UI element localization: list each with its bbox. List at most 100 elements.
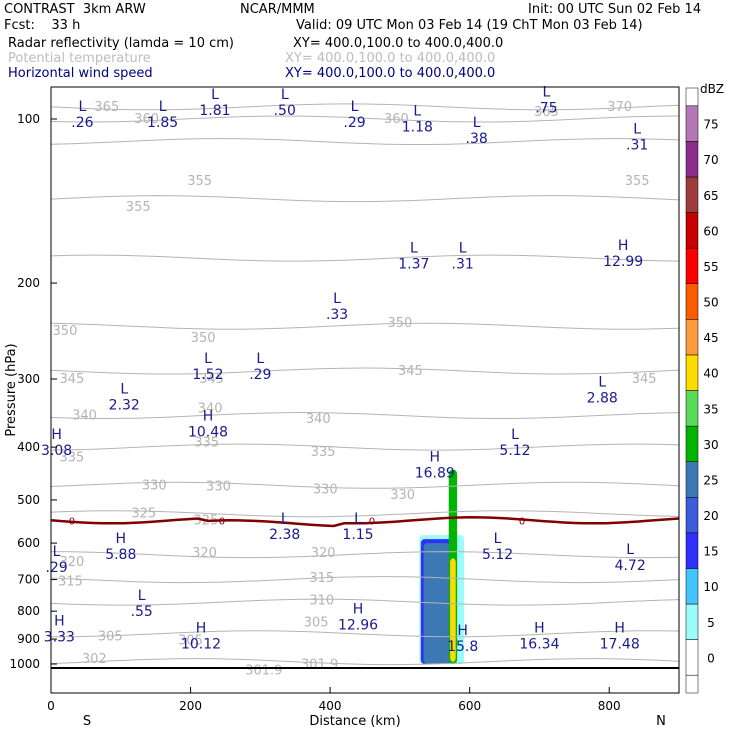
colorbar-tick-label: 60 (703, 224, 718, 238)
reflectivity-core (423, 543, 451, 664)
wind-speed-value: 4.72 (615, 558, 646, 574)
wind-speed-value: .31 (452, 257, 474, 273)
theta-contour-label: 305 (98, 629, 123, 644)
wind-speed-value: 2.38 (269, 527, 300, 543)
wind-speed-value: 2.88 (587, 390, 618, 406)
wind-speed-value: .29 (45, 560, 67, 576)
wind-extremum-marker: H (203, 409, 214, 425)
colorbar-swatch (685, 497, 699, 534)
wind-extremum-marker: L (410, 241, 418, 257)
wind-speed-value: .33 (326, 307, 348, 323)
reflectivity-layer (419, 469, 465, 664)
wind-speed-value: 12.99 (603, 254, 643, 270)
x-axis-label: Distance (km) (309, 714, 400, 729)
x-end-label-south: S (83, 714, 91, 729)
wind-speed-value: .31 (626, 138, 648, 154)
theta-contour-label: 345 (60, 372, 85, 387)
wind-speed-value: .55 (131, 604, 153, 620)
colorbar-tick-label: 50 (703, 296, 718, 310)
y-tick-label: 400 (17, 440, 40, 454)
freezing-level-line (50, 516, 680, 528)
y-tick-label: 600 (17, 536, 40, 550)
colorbar-tick-label: 65 (703, 189, 718, 203)
theta-contour-label: 340 (72, 409, 97, 424)
x-tick-label: 400 (319, 699, 342, 713)
colorbar-tick-label: 20 (703, 509, 718, 523)
wind-speed-value: 16.34 (519, 636, 559, 652)
y-tick-label: 900 (17, 632, 40, 646)
theta-contour-label: 330 (142, 478, 167, 493)
colorbar-tick-label: 40 (703, 367, 718, 381)
wind-speed-value: 1.52 (192, 367, 223, 383)
colorbar-tick-label: 0 (707, 651, 715, 665)
wind-extremum-marker: L (78, 99, 86, 115)
colorbar-swatch (685, 354, 699, 391)
colorbar-tick-label: 5 (707, 616, 715, 630)
colorbar-swatch (685, 247, 699, 284)
wind-extremum-marker: L (351, 99, 359, 115)
wind-extremum-marker: L (413, 104, 421, 120)
wind-speed-value: 5.12 (499, 443, 530, 459)
theta-contour-line (50, 103, 680, 111)
theta-contour-line (50, 443, 680, 451)
theta-contour-label: 365 (94, 100, 119, 115)
wind-extremum-marker: L (159, 99, 167, 115)
wind-speed-value: 17.48 (600, 636, 640, 652)
wind-speed-value: .50 (274, 103, 296, 119)
y-tick-label: 800 (17, 604, 40, 618)
colorbar-swatch (685, 532, 699, 569)
theta-contour-label: 330 (313, 482, 338, 497)
theta-contour-label: 325 (131, 507, 156, 522)
theta-contour-label: 360 (384, 112, 409, 127)
theta-contour-label: 305 (304, 616, 329, 631)
wind-speed-value: 15.8 (447, 639, 478, 655)
x-tick-label: 200 (179, 699, 202, 713)
theta-contour-line (50, 598, 680, 606)
wind-speed-value: 1.15 (342, 527, 373, 543)
colorbar-tick-label: 70 (703, 153, 718, 167)
model-title: CONTRAST 3km ARW (4, 2, 146, 17)
wind-extremum-marker: L (211, 87, 219, 103)
theta-contour-line (50, 254, 680, 262)
wind-extremum-marker: H (457, 623, 468, 639)
colorbar-swatch (685, 639, 699, 676)
theta-contour-label: 305 (178, 633, 203, 648)
theta-contour-label: 301.9 (301, 657, 338, 672)
plot-frame (50, 86, 680, 694)
wind-speed-value: .38 (466, 131, 488, 147)
colorbar-swatch (685, 105, 699, 142)
y-tick-label: 100 (17, 112, 40, 126)
wind-extremum-marker: L (204, 351, 212, 367)
field2-xy: XY= 400.0,100.0 to 400.0,400.0 (285, 51, 496, 66)
colorbar-swatch (685, 141, 699, 178)
colorbar-swatch (685, 461, 699, 498)
theta-contour-label: 360 (134, 112, 159, 127)
wind-speed-value: .29 (343, 115, 365, 131)
wind-extremum-marker: H (430, 450, 441, 466)
wind-speed-value: 1.81 (199, 103, 230, 119)
wind-extremum-marker: L (473, 115, 481, 131)
theta-contour-label: 370 (607, 100, 632, 115)
wind-extremum-marker: L (333, 291, 341, 307)
valid-time: Valid: 09 UTC Mon 03 Feb 14 (19 ChT Mon … (296, 18, 643, 33)
wind-speed-value: 1.18 (402, 120, 433, 136)
wind-extremum-marker: L (459, 241, 467, 257)
wind-extremum-marker: L (354, 511, 362, 527)
colorbar-tick-label: 15 (703, 545, 718, 559)
colorbar-swatch (685, 87, 699, 107)
wind-speed-value: 3.08 (41, 443, 72, 459)
wind-extremum-marker: H (51, 427, 62, 443)
theta-contour-label: 302 (82, 652, 107, 667)
wind-speed-value: .29 (249, 367, 271, 383)
wind-extremum-marker: H (54, 614, 65, 630)
colorbar-swatch (685, 674, 699, 694)
theta-contour-label: 345 (398, 364, 423, 379)
field2-name: Potential temperature (8, 51, 151, 66)
theta-contour-line (50, 510, 680, 518)
wind-extremum-marker: H (353, 601, 364, 617)
wind-speed-value: 5.88 (105, 547, 136, 563)
wind-extremum-marker: L (633, 122, 641, 138)
wind-speed-value: 12.96 (338, 617, 378, 633)
theta-contour-line (50, 367, 680, 375)
